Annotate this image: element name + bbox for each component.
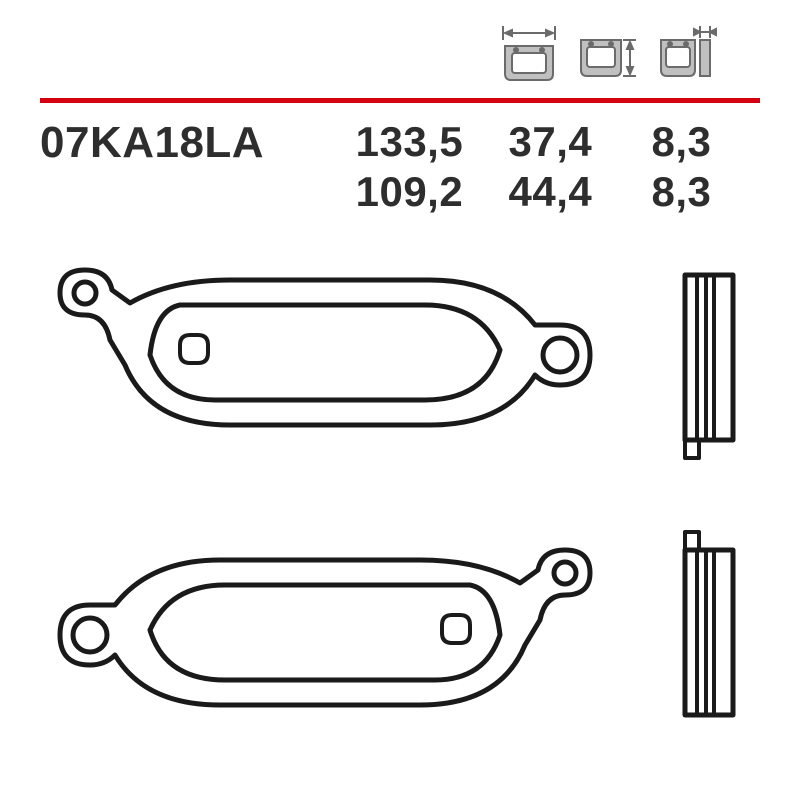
spec-row-1: 07KA18LA 133,5 37,4 8,3 (40, 118, 760, 168)
spec-row-2: 109,2 44,4 8,3 (40, 168, 760, 216)
dimension-icon-row (498, 20, 720, 82)
width-dimension-icon (498, 20, 560, 82)
technical-drawing (30, 245, 770, 765)
part-number: 07KA18LA (40, 118, 356, 168)
pad-top-front (60, 270, 590, 425)
thickness-dimension-icon (658, 20, 720, 82)
dim-height-2: 44,4 (508, 168, 651, 216)
pad-bottom-front (60, 550, 590, 705)
dim-thick-2: 8,3 (652, 168, 761, 216)
divider-rule (40, 98, 760, 103)
pad-bottom-side (685, 532, 733, 715)
height-dimension-icon (578, 20, 640, 82)
dim-thick-1: 8,3 (652, 118, 761, 168)
dim-width-2: 109,2 (356, 168, 509, 216)
dim-width-1: 133,5 (356, 118, 509, 168)
spec-sheet: 07KA18LA 133,5 37,4 8,3 109,2 44,4 8,3 (0, 0, 800, 800)
dim-height-1: 37,4 (508, 118, 651, 168)
pad-top-side (685, 275, 733, 458)
